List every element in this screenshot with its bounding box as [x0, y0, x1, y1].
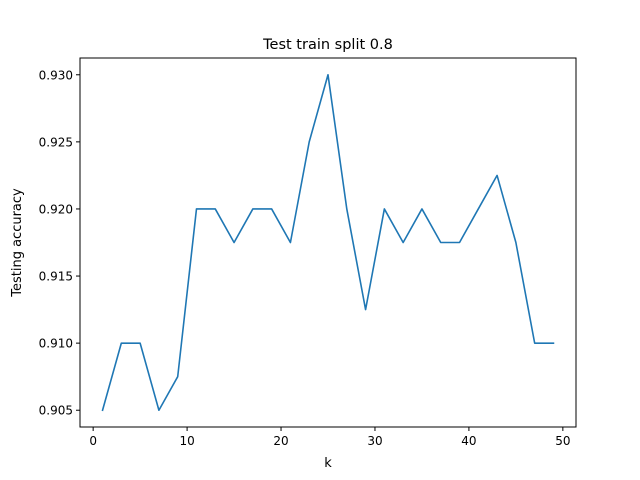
axes-frame	[79, 57, 577, 428]
y-tick-label: 0.925	[39, 135, 73, 149]
y-tick-label: 0.905	[39, 404, 73, 418]
x-tick-label: 50	[555, 434, 570, 448]
x-tick-label: 10	[179, 434, 194, 448]
x-tick-label: 40	[461, 434, 476, 448]
y-axis-label: Testing accuracy	[10, 188, 25, 298]
series-line	[101, 73, 555, 412]
plot-area: 0 10 20 30 40 50 0.905 0.910 0.915 0.920 0.925 0.93…	[39, 68, 571, 448]
y-tick-label: 0.915	[39, 270, 73, 284]
y-tick-label: 0.930	[39, 68, 73, 82]
x-tick-label: 30	[367, 434, 382, 448]
y-tick-label: 0.920	[39, 202, 73, 216]
x-tick-label: 20	[273, 434, 288, 448]
y-tick-label: 0.910	[39, 337, 73, 351]
x-axis-label: k	[324, 456, 332, 471]
x-tick-label: 0	[89, 434, 97, 448]
chart-title: Test train split 0.8	[262, 37, 393, 53]
